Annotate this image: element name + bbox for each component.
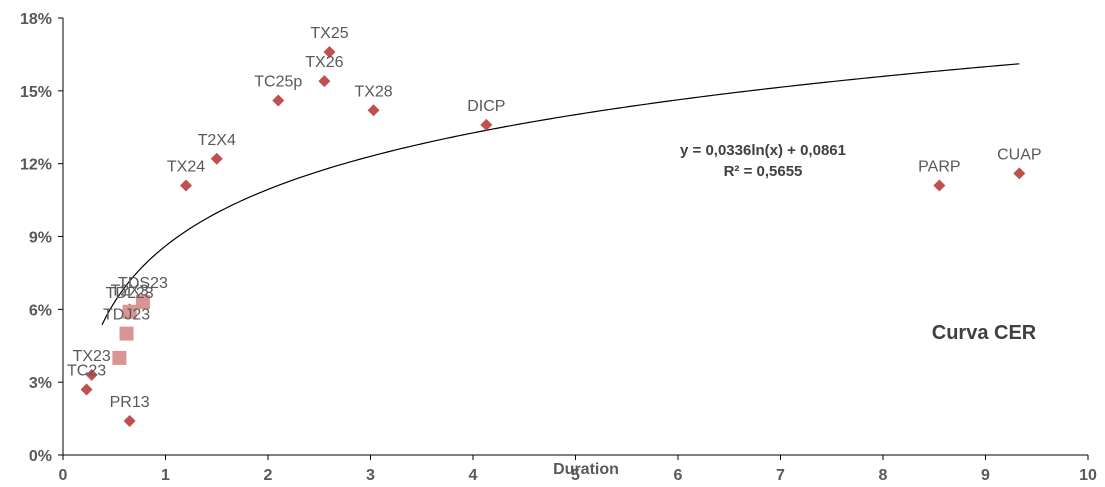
y-tick-label: 12% [20, 157, 52, 174]
x-axis-title: Duration [553, 461, 619, 478]
data-point-label: TDJ23 [103, 307, 150, 324]
x-tick-label: 7 [776, 467, 785, 484]
x-tick-label: 3 [366, 467, 375, 484]
tick-labels: 0% 3% 6% 9% 12% 15% 18% 0 1 2 3 4 5 6 7 8 9 10 [20, 11, 1097, 484]
data-point-label: TX24 [167, 159, 205, 176]
data-point-diamond [123, 415, 136, 428]
x-tick-label: 6 [674, 467, 683, 484]
data-point-label: DICP [467, 98, 505, 115]
y-tick-label: 9% [29, 230, 52, 247]
data-point-label: TDL23 [106, 285, 154, 302]
data-point-diamond [323, 45, 336, 58]
data-point-diamond [480, 118, 493, 131]
x-tick-label: 8 [879, 467, 888, 484]
x-tick-label: 1 [161, 467, 170, 484]
y-tick-label: 3% [29, 375, 52, 392]
data-point-diamond [85, 368, 98, 381]
data-point-label: TC23 [67, 362, 106, 379]
y-tick-label: 18% [20, 11, 52, 28]
data-point-diamond [180, 179, 192, 192]
data-point-diamond [367, 104, 380, 117]
data-point-square [119, 326, 134, 341]
y-tick-label: 15% [20, 84, 52, 101]
axes [58, 17, 1089, 460]
data-point-diamond [80, 383, 93, 396]
y-tick-label: 6% [29, 302, 52, 319]
data-point-square [122, 304, 137, 319]
data-point-diamond [272, 94, 285, 107]
data-point-label: TX25 [310, 25, 348, 42]
data-point-label: TX28 [354, 83, 392, 100]
data-point-label: TX26 [305, 54, 343, 71]
data-point-diamond [318, 75, 331, 88]
trendline-equation: y = 0,0336ln(x) + 0,0861 [680, 142, 846, 159]
data-point-label: PARP [918, 159, 960, 176]
data-point-diamond [933, 179, 946, 192]
curve-title: Curva CER [932, 322, 1037, 344]
x-tick-label: 9 [981, 467, 990, 484]
data-point-diamond [1013, 167, 1026, 180]
x-tick-label: 2 [264, 467, 273, 484]
data-point-label: PR13 [110, 394, 150, 411]
data-point-label: CUAP [997, 146, 1041, 163]
data-points [80, 45, 1026, 428]
trendline-r2: R² = 0,5655 [724, 163, 803, 180]
trendline-curve [101, 63, 1020, 326]
data-point-label: T2X4 [198, 132, 236, 149]
data-point-label: T2X3 [111, 282, 149, 299]
data-point-diamond [210, 152, 223, 165]
data-point-label: TC25p [254, 74, 302, 91]
x-tick-label: 4 [469, 467, 478, 484]
data-point-square [135, 295, 150, 310]
data-point-label: TX23 [73, 348, 111, 365]
x-tick-label: 10 [1079, 467, 1097, 484]
x-tick-label: 0 [59, 467, 68, 484]
y-tick-label: 0% [29, 448, 52, 465]
data-point-label: TDS23 [118, 275, 168, 292]
x-tick-label: 5 [571, 467, 580, 484]
data-point-square [112, 350, 127, 365]
